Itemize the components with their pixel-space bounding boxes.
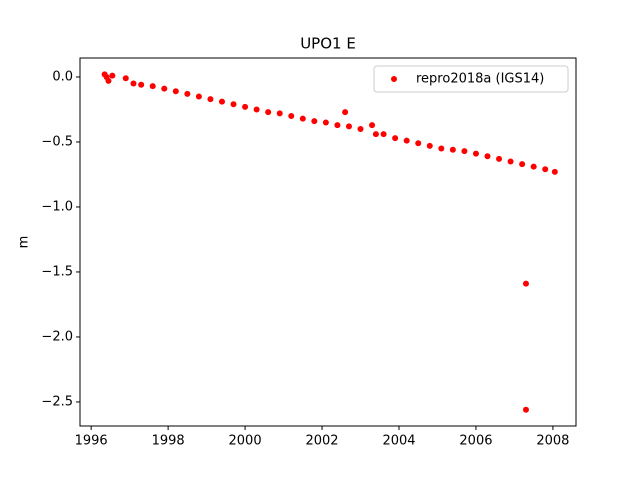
data-point (342, 109, 349, 116)
data-point (242, 103, 249, 110)
y-tick-label: 0.0 (52, 69, 73, 84)
data-point (138, 81, 145, 88)
data-point (438, 145, 445, 152)
data-point (322, 119, 329, 126)
data-point (130, 80, 137, 87)
data-point (522, 406, 529, 413)
data-point (253, 106, 260, 113)
data-point (105, 77, 112, 84)
y-tick-label: −2.5 (41, 394, 73, 409)
data-point (265, 109, 272, 116)
y-tick-label: −2.0 (41, 329, 73, 344)
data-point (184, 90, 191, 97)
data-point (149, 83, 156, 90)
x-tick-label: 2000 (229, 434, 262, 449)
data-point (218, 98, 225, 105)
data-point (551, 168, 558, 175)
data-point (357, 125, 364, 132)
data-point (484, 153, 491, 160)
plot-frame (79, 57, 577, 427)
legend-label: repro2018a (IGS14) (416, 72, 544, 87)
y-tick-label: −1.0 (41, 199, 73, 214)
x-tick-label: 2006 (459, 434, 492, 449)
data-point (345, 123, 352, 130)
data-point (522, 280, 529, 287)
data-point (369, 122, 376, 129)
chart-title: UPO1 E (300, 35, 356, 53)
x-tick-label: 1996 (75, 434, 108, 449)
data-point (207, 96, 214, 103)
data-point (372, 131, 379, 138)
data-point (449, 146, 456, 153)
y-axis-label: m (17, 236, 32, 249)
x-tick-label: 2002 (305, 434, 338, 449)
data-point (380, 131, 387, 138)
x-tick-label: 1998 (152, 434, 185, 449)
data-point (392, 135, 399, 142)
legend-box (373, 65, 569, 93)
legend-marker (391, 76, 397, 82)
data-point (276, 110, 283, 117)
data-point (461, 148, 468, 155)
x-tick-label: 2008 (536, 434, 569, 449)
data-point (507, 158, 514, 165)
data-point (311, 118, 318, 125)
data-point (530, 163, 537, 170)
y-tick-label: −0.5 (41, 134, 73, 149)
data-point (496, 155, 503, 162)
data-point (109, 72, 116, 79)
y-tick-label: −1.5 (41, 264, 73, 279)
data-point (426, 142, 433, 149)
x-tick-label: 2004 (382, 434, 415, 449)
data-point (161, 85, 168, 92)
data-point (299, 115, 306, 122)
data-point (288, 112, 295, 119)
data-point (542, 166, 549, 173)
data-point (230, 101, 237, 108)
data-point (472, 150, 479, 157)
data-point (172, 88, 179, 95)
data-point (415, 140, 422, 147)
data-point (519, 161, 526, 168)
data-point (122, 75, 129, 82)
data-point (403, 137, 410, 144)
data-point (334, 122, 341, 129)
data-point (195, 93, 202, 100)
